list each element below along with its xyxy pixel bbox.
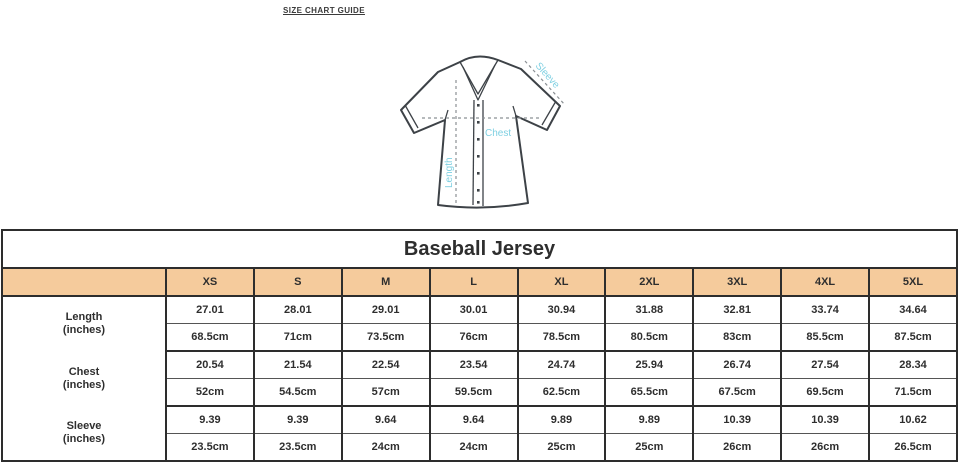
value-cm-cell: 26cm	[780, 433, 870, 462]
value-cm-cell: 59.5cm	[428, 378, 519, 407]
value-inches-cell: 10.62	[868, 406, 958, 434]
value-inches-cell: 22.54	[340, 351, 431, 379]
value-cm-cell: 76cm	[428, 323, 519, 352]
value-cm-cell: 23.5cm	[252, 433, 343, 462]
value-cm-cell: 78.5cm	[516, 323, 607, 352]
value-cm-cell: 24cm	[340, 433, 431, 462]
value-cm-cell: 85.5cm	[780, 323, 870, 352]
value-cm-cell: 54.5cm	[252, 378, 343, 407]
value-inches-cell: 27.54	[780, 351, 870, 379]
value-inches-cell: 10.39	[692, 406, 783, 434]
measure-name: Sleeve	[66, 420, 102, 432]
value-cm-cell: 68.5cm	[165, 323, 255, 352]
size-column-header: XS	[165, 268, 255, 297]
size-column-header: S	[252, 268, 343, 297]
value-inches-cell: 9.39	[252, 406, 343, 434]
value-inches-cell: 32.81	[692, 296, 783, 324]
value-cm-cell: 24cm	[428, 433, 519, 462]
value-inches-cell: 27.01	[165, 296, 255, 324]
table-row: 52cm 54.5cm 57cm 59.5cm 62.5cm 65.5cm 67.5cm 69…	[2, 378, 958, 407]
value-inches-cell: 34.64	[868, 296, 958, 324]
size-column-header: 3XL	[692, 268, 783, 297]
measure-label-cell: Chest (inches)	[1, 351, 167, 406]
size-chart-table: Baseball Jersey XS S M L XL 2XL 3XL 4XL 5XL Leng…	[1, 229, 958, 462]
left-underarm-seam	[444, 109, 449, 121]
size-column-header: 4XL	[780, 268, 870, 297]
value-inches-cell: 30.94	[516, 296, 607, 324]
value-inches-cell: 21.54	[252, 351, 343, 379]
size-column-header: M	[340, 268, 431, 297]
value-inches-cell: 29.01	[340, 296, 431, 324]
value-cm-cell: 87.5cm	[868, 323, 958, 352]
value-inches-cell: 20.54	[165, 351, 255, 379]
value-cm-cell: 57cm	[340, 378, 431, 407]
size-header-row: XS S M L XL 2XL 3XL 4XL 5XL	[1, 268, 958, 297]
value-cm-cell: 25cm	[516, 433, 607, 462]
table-row: Length (inches) 27.01 28.01 29.01 30.01 30.94 3…	[1, 296, 958, 351]
value-inches-cell: 9.89	[604, 406, 695, 434]
value-cm-cell: 71cm	[252, 323, 343, 352]
value-cm-cell: 26cm	[692, 433, 783, 462]
value-cm-cell: 25cm	[604, 433, 695, 462]
placket-left-line	[472, 99, 475, 206]
value-cm-cell: 23.5cm	[165, 433, 255, 462]
jersey-diagram: Chest Length Sleeve	[388, 46, 586, 220]
length-label: Length	[444, 157, 455, 188]
corner-cell	[1, 268, 167, 297]
value-cm-cell: 83cm	[692, 323, 783, 352]
value-cm-cell: 26.5cm	[868, 433, 958, 462]
measure-unit: (inches)	[62, 433, 106, 445]
size-column-header: XL	[516, 268, 607, 297]
value-inches-cell: 26.74	[692, 351, 783, 379]
table-row: Sleeve (inches) 9.39 9.39 9.64 9.64 9.89 9.89 10…	[1, 406, 958, 461]
value-cm-cell: 73.5cm	[340, 323, 431, 352]
value-inches-cell: 31.88	[604, 296, 695, 324]
value-cm-cell: 67.5cm	[692, 378, 783, 407]
table-title-row: Baseball Jersey	[1, 230, 958, 269]
value-inches-cell: 10.39	[780, 406, 870, 434]
value-inches-cell: 30.01	[428, 296, 519, 324]
value-inches-cell: 25.94	[604, 351, 695, 379]
value-cm-cell: 62.5cm	[516, 378, 607, 407]
value-inches-cell: 33.74	[780, 296, 870, 324]
value-cm-cell: 69.5cm	[780, 378, 870, 407]
value-inches-cell: 24.74	[516, 351, 607, 379]
chest-label: Chest	[485, 128, 511, 139]
measure-unit: (inches)	[62, 324, 106, 336]
size-column-header: L	[428, 268, 519, 297]
value-inches-cell: 9.64	[428, 406, 519, 434]
jersey-outline	[400, 55, 561, 209]
value-inches-cell: 9.39	[165, 406, 255, 434]
table-row: 68.5cm 71cm 73.5cm 76cm 78.5cm 80.5cm 83cm 85.5…	[2, 323, 958, 352]
size-column-header: 2XL	[604, 268, 695, 297]
collar-inner	[462, 64, 496, 101]
value-cm-cell: 52cm	[165, 378, 255, 407]
value-inches-cell: 23.54	[428, 351, 519, 379]
right-cuff-seam	[541, 100, 557, 126]
table-row: Chest (inches) 20.54 21.54 22.54 23.54 24.74 25…	[1, 351, 958, 406]
table-title: Baseball Jersey	[1, 230, 958, 269]
page-title: SIZE CHART GUIDE	[283, 6, 365, 15]
measure-label-cell: Length (inches)	[1, 296, 167, 351]
measure-label-cell: Sleeve (inches)	[1, 406, 167, 461]
value-inches-cell: 28.01	[252, 296, 343, 324]
value-inches-cell: 28.34	[868, 351, 958, 379]
measure-name: Length	[65, 311, 103, 323]
size-column-header: 5XL	[868, 268, 958, 297]
right-underarm-seam	[512, 105, 517, 117]
value-inches-cell: 9.64	[340, 406, 431, 434]
measure-unit: (inches)	[62, 378, 106, 391]
jersey-icon: Chest Length Sleeve	[400, 55, 566, 209]
value-cm-cell: 80.5cm	[604, 323, 695, 352]
buttons	[477, 104, 480, 204]
value-cm-cell: 71.5cm	[868, 378, 958, 407]
value-cm-cell: 65.5cm	[604, 378, 695, 407]
value-inches-cell: 9.89	[516, 406, 607, 434]
measure-name: Chest	[68, 365, 100, 378]
left-cuff-seam	[404, 104, 419, 129]
sleeve-measure-line	[524, 60, 566, 106]
